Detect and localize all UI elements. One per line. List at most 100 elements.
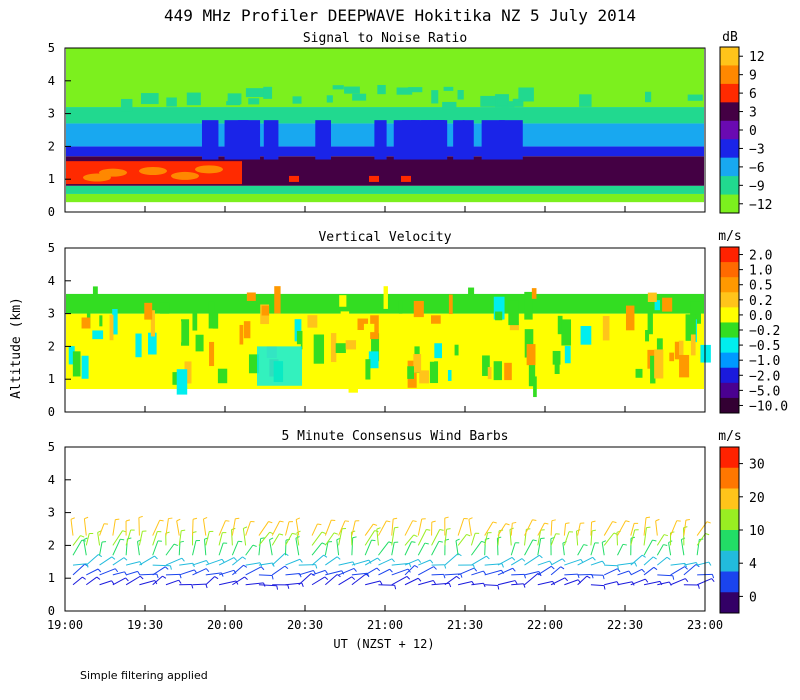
wind-barb bbox=[152, 575, 163, 586]
snr-ragged-top-11 bbox=[352, 93, 367, 101]
wind-barb-flag bbox=[243, 526, 248, 529]
wind-barb-flag bbox=[351, 576, 356, 580]
wind-barb-flag bbox=[603, 585, 606, 590]
colorbar-swatch bbox=[720, 352, 739, 369]
wind-barb bbox=[683, 564, 697, 576]
wind-barb-flag bbox=[111, 556, 116, 560]
wind-barb bbox=[336, 539, 340, 556]
wind-barb bbox=[285, 558, 301, 566]
wind-barb bbox=[285, 533, 293, 546]
colorbar-label: −5.0 bbox=[749, 384, 780, 399]
wind-barb bbox=[418, 566, 434, 576]
wind-barb-flag bbox=[473, 564, 476, 570]
wind-barb bbox=[258, 574, 273, 576]
y-tick-label: 3 bbox=[48, 506, 55, 520]
wind-barb bbox=[471, 582, 484, 586]
velocity-cell-80 bbox=[239, 324, 244, 345]
wind-barb bbox=[668, 542, 672, 556]
y-tick-label: 0 bbox=[48, 604, 55, 618]
wind-barb bbox=[192, 568, 207, 576]
wind-barb bbox=[550, 566, 562, 576]
wind-barb bbox=[152, 540, 159, 556]
velocity-cell-4 bbox=[209, 341, 215, 367]
wind-barb bbox=[258, 562, 273, 566]
velocity-cell-20 bbox=[184, 361, 192, 384]
wind-barb bbox=[391, 575, 408, 586]
wind-barb bbox=[152, 564, 171, 567]
wind-barb-flag bbox=[156, 573, 159, 579]
wind-barb-flag bbox=[98, 554, 102, 558]
wind-barb bbox=[497, 580, 516, 586]
wind-barb bbox=[468, 519, 472, 536]
colorbar-label: 20 bbox=[749, 491, 765, 506]
wind-barb-flag bbox=[235, 580, 239, 585]
wind-barb bbox=[205, 531, 210, 546]
wind-barb-flag bbox=[336, 574, 341, 578]
wind-barb bbox=[112, 557, 125, 566]
wind-barb bbox=[85, 576, 98, 586]
wind-barb bbox=[258, 584, 277, 587]
wind-barb-flag bbox=[389, 568, 393, 573]
wind-barb bbox=[657, 574, 673, 577]
wind-barb-flag bbox=[192, 517, 198, 520]
wind-barb bbox=[285, 582, 302, 586]
wind-barb-flag bbox=[244, 576, 248, 581]
wind-barb-flag bbox=[324, 570, 328, 574]
wind-barb-flag bbox=[417, 559, 422, 563]
wind-barb bbox=[470, 541, 482, 556]
wind-barb bbox=[192, 519, 194, 536]
wind-barb-flag bbox=[154, 555, 158, 560]
wind-barb bbox=[484, 584, 498, 587]
wind-barb-flag bbox=[225, 520, 230, 522]
wind-barb bbox=[351, 573, 367, 586]
wind-barb bbox=[590, 584, 605, 587]
snr-unit: dB bbox=[722, 30, 738, 45]
snr-peak-4 bbox=[83, 173, 111, 182]
wind-barb-flag bbox=[371, 539, 376, 542]
wind-barb bbox=[617, 520, 627, 536]
wind-barb-flag bbox=[82, 576, 86, 580]
wind-barb-flag bbox=[206, 560, 210, 565]
wind-barb bbox=[444, 529, 448, 546]
wind-barb bbox=[97, 532, 101, 546]
wind-barb bbox=[324, 574, 338, 586]
wind-barb-flag bbox=[622, 543, 627, 546]
wind-barb bbox=[564, 579, 579, 586]
wind-barbs bbox=[70, 515, 715, 590]
velocity-cell-106 bbox=[340, 311, 350, 325]
wind-barb bbox=[311, 523, 318, 536]
wind-barb-flag bbox=[439, 529, 444, 531]
wind-barb-flag bbox=[551, 519, 556, 522]
wind-barb bbox=[657, 581, 670, 586]
wind-barb-flag bbox=[123, 557, 128, 561]
velocity-cell-29 bbox=[493, 361, 502, 381]
wind-barb bbox=[484, 532, 489, 546]
velocity-cell-56 bbox=[68, 346, 75, 365]
colorbar-swatch bbox=[720, 65, 739, 85]
velocity-cell-86 bbox=[217, 368, 228, 384]
wind-barb bbox=[83, 539, 87, 556]
snr-ragged-top-16 bbox=[186, 92, 201, 106]
velocity-cell-103 bbox=[495, 311, 503, 321]
wind-barb bbox=[655, 520, 658, 536]
velocity-cell-67 bbox=[634, 294, 640, 306]
velocity-cell-74 bbox=[679, 354, 690, 378]
wind-barb-flag bbox=[426, 529, 431, 531]
velocity-cell-60 bbox=[112, 309, 118, 335]
snr-blue-plume-15 bbox=[462, 120, 474, 160]
velocity-cell-85 bbox=[413, 300, 424, 318]
wind-barb bbox=[295, 519, 300, 536]
wind-barb bbox=[418, 579, 434, 586]
wind-barb bbox=[338, 528, 343, 546]
snr-ragged-top-23 bbox=[227, 93, 242, 105]
wind-barb bbox=[295, 538, 300, 556]
layer-band-0 bbox=[66, 313, 704, 390]
velocity-cell-26 bbox=[248, 354, 259, 374]
colorbar-label: −0.2 bbox=[749, 324, 780, 339]
wind-barb bbox=[351, 559, 370, 566]
wind-barb bbox=[232, 576, 245, 586]
y-tick-label: 4 bbox=[48, 74, 55, 88]
x-tick-label: 22:30 bbox=[607, 618, 643, 632]
wind-barb-flag bbox=[514, 580, 518, 585]
wind-barb-flag bbox=[336, 556, 341, 560]
